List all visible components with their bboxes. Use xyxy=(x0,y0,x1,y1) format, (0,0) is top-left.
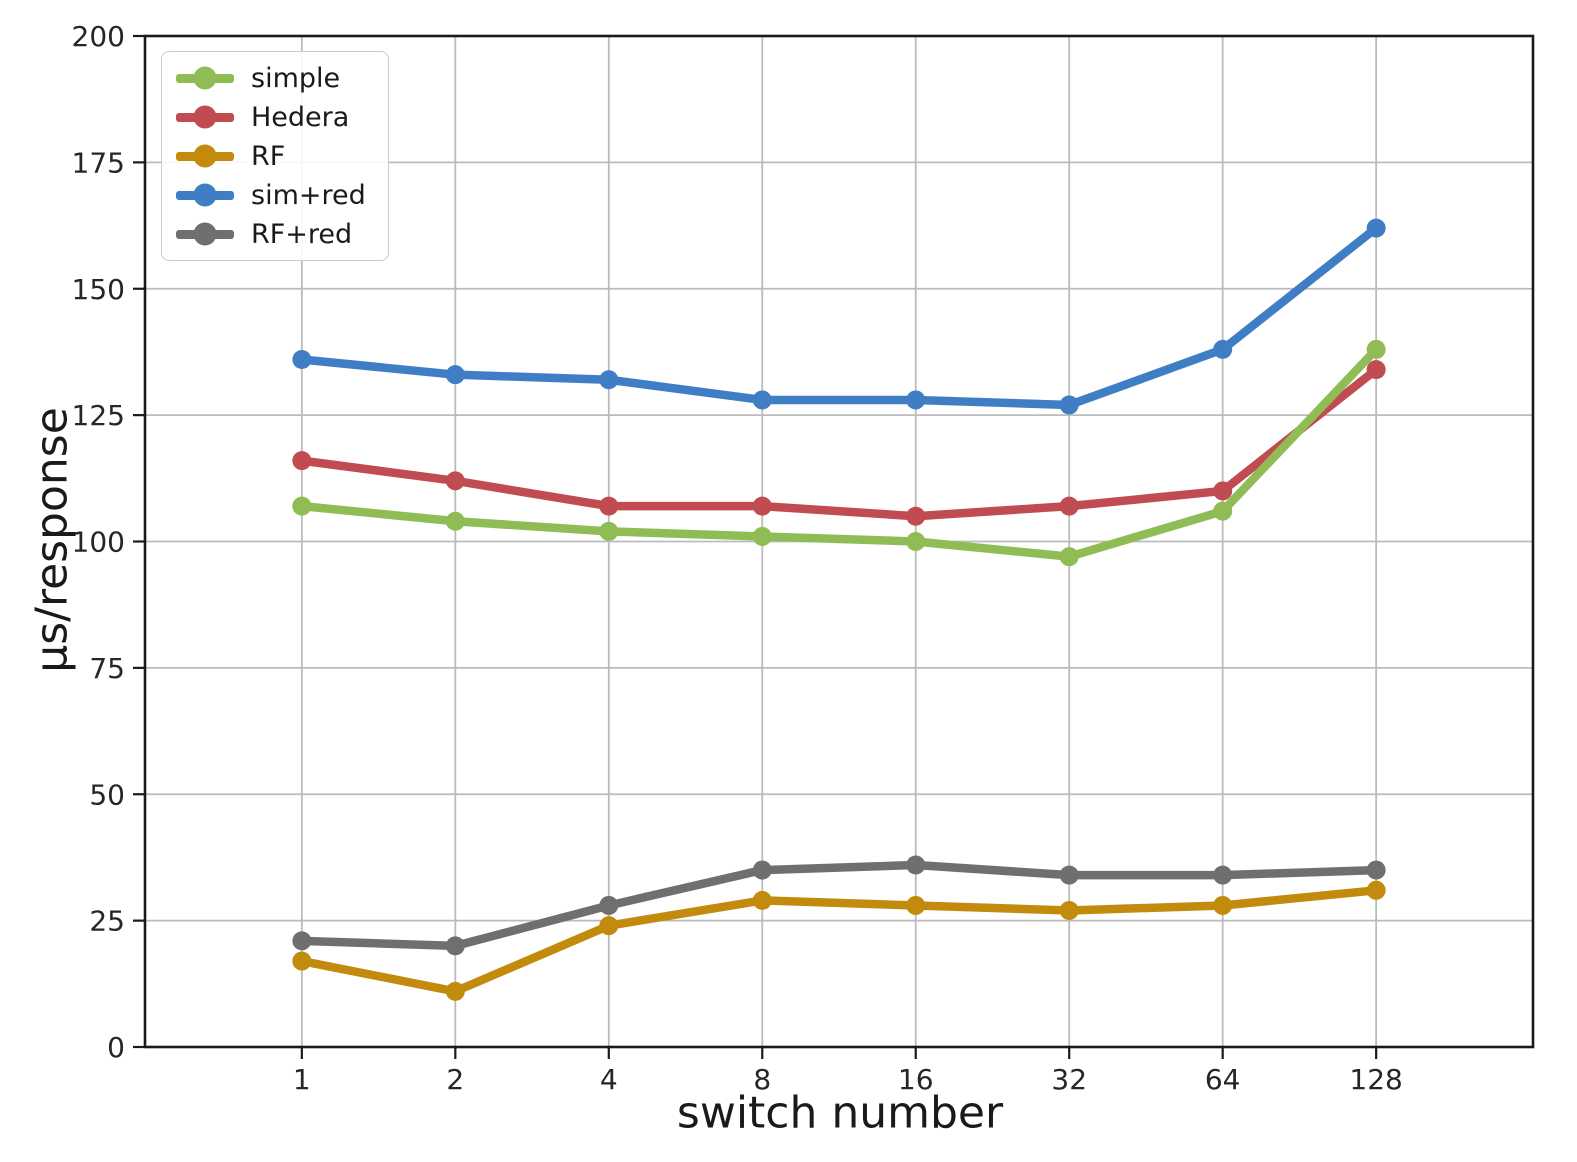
data-point-RF-1 xyxy=(292,951,312,971)
x-tick-label: 64 xyxy=(1205,1063,1241,1096)
data-point-sim+red-1 xyxy=(292,350,312,370)
data-point-sim+red-128 xyxy=(1366,218,1386,238)
series-line-sim+red xyxy=(297,223,1381,410)
legend-line-marker-icon xyxy=(176,144,234,168)
x-tick-label: 2 xyxy=(446,1063,464,1096)
data-point-RF-8 xyxy=(752,890,772,910)
legend-entry-RF: RF xyxy=(176,140,366,172)
legend-label: sim+red xyxy=(251,179,366,211)
legend-dot-icon xyxy=(193,144,217,168)
data-point-simple-8 xyxy=(752,526,772,546)
data-point-Hedera-16 xyxy=(906,506,926,526)
y-tick-label: 200 xyxy=(72,20,125,53)
y-tick-label: 75 xyxy=(89,652,125,685)
legend-label: simple xyxy=(251,62,341,94)
data-point-RF+red-8 xyxy=(752,860,772,880)
legend-dot-icon xyxy=(193,183,217,207)
y-tick-label: 0 xyxy=(107,1031,125,1064)
data-point-RF+red-128 xyxy=(1366,860,1386,880)
legend-entry-sim+red: sim+red xyxy=(176,179,366,211)
data-point-RF+red-64 xyxy=(1213,865,1233,885)
data-point-RF+red-32 xyxy=(1059,865,1079,885)
data-point-sim+red-2 xyxy=(445,365,465,385)
y-tick-label: 125 xyxy=(72,399,125,432)
series-RF xyxy=(292,880,1386,1001)
data-point-simple-4 xyxy=(599,521,619,541)
data-point-RF+red-1 xyxy=(292,931,312,951)
x-axis-label: switch number xyxy=(676,1087,1004,1139)
y-tick-label: 100 xyxy=(72,526,125,559)
data-point-simple-128 xyxy=(1366,339,1386,359)
legend-label: Hedera xyxy=(251,101,350,133)
legend-line-marker-icon xyxy=(176,66,234,90)
data-point-Hedera-1 xyxy=(292,451,312,471)
legend-entry-RF+red: RF+red xyxy=(176,218,366,250)
legend-line-marker-icon xyxy=(176,183,234,207)
x-tick-label: 16 xyxy=(898,1063,934,1096)
legend-label: RF+red xyxy=(251,218,353,250)
data-point-RF+red-16 xyxy=(906,855,926,875)
legend: simple Hedera RF sim+red RF+red xyxy=(161,51,389,261)
legend-dot-icon xyxy=(193,66,217,90)
x-tick-label: 32 xyxy=(1051,1063,1087,1096)
data-point-RF-4 xyxy=(599,916,619,936)
legend-line-marker-icon xyxy=(176,222,234,246)
legend-entry-simple: simple xyxy=(176,62,366,94)
x-tick-label: 128 xyxy=(1349,1063,1402,1096)
data-point-Hedera-4 xyxy=(599,496,619,516)
series-line-RF+red xyxy=(297,860,1381,951)
data-point-sim+red-4 xyxy=(599,370,619,390)
x-tick-label: 8 xyxy=(753,1063,771,1096)
legend-label: RF xyxy=(251,140,286,172)
series-line-Hedera xyxy=(297,365,1381,521)
y-axis-label: µs/response xyxy=(26,407,78,673)
legend-entry-Hedera: Hedera xyxy=(176,101,366,133)
data-point-RF-2 xyxy=(445,981,465,1001)
x-tick-label: 4 xyxy=(600,1063,618,1096)
ticks: 0 25 50 75 100 125 150 175 200 1 2 4 8 16 32 64 128 xyxy=(72,20,1403,1096)
y-tick-label: 175 xyxy=(72,146,125,179)
data-point-Hedera-2 xyxy=(445,471,465,491)
y-tick-label: 25 xyxy=(89,905,125,938)
y-tick-label: 50 xyxy=(89,778,125,811)
data-point-RF-64 xyxy=(1213,895,1233,915)
data-point-RF-16 xyxy=(906,895,926,915)
data-point-Hedera-128 xyxy=(1366,360,1386,380)
data-point-simple-1 xyxy=(292,496,312,516)
data-point-Hedera-32 xyxy=(1059,496,1079,516)
data-point-sim+red-16 xyxy=(906,390,926,410)
data-point-RF-128 xyxy=(1366,880,1386,900)
data-point-simple-64 xyxy=(1213,501,1233,521)
series-simple xyxy=(292,339,1386,567)
series-line-RF xyxy=(297,886,1381,996)
data-point-Hedera-8 xyxy=(752,496,772,516)
series-RF+red xyxy=(292,855,1386,956)
data-point-simple-16 xyxy=(906,532,926,551)
legend-dot-icon xyxy=(193,222,217,246)
series-Hedera xyxy=(292,360,1386,526)
series-sim+red xyxy=(292,218,1386,415)
series-line-simple xyxy=(297,345,1381,561)
data-point-RF-32 xyxy=(1059,901,1079,921)
legend-line-marker-icon xyxy=(176,105,234,129)
y-tick-label: 150 xyxy=(72,273,125,306)
data-point-simple-2 xyxy=(445,511,465,531)
data-point-sim+red-8 xyxy=(752,390,772,410)
data-point-simple-32 xyxy=(1059,547,1079,567)
x-tick-label: 1 xyxy=(293,1063,311,1096)
legend-dot-icon xyxy=(193,105,217,129)
data-point-Hedera-64 xyxy=(1213,481,1233,501)
data-point-sim+red-32 xyxy=(1059,395,1079,415)
data-point-RF+red-4 xyxy=(599,895,619,915)
data-point-RF+red-2 xyxy=(445,936,465,956)
data-point-sim+red-64 xyxy=(1213,339,1233,359)
